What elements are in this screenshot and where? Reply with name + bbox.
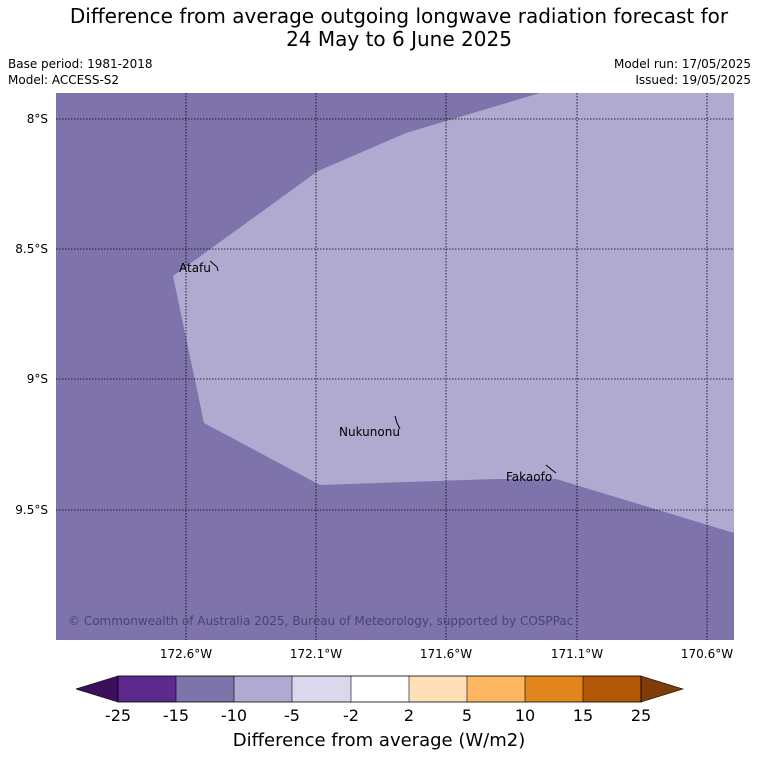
colorbar-swatch-m25-m15: [118, 676, 176, 702]
lon-label-171-6w: 171.6°W: [419, 647, 473, 661]
title-line-1: Difference from average outgoing longwav…: [69, 4, 729, 28]
colorbar-tick-m25: -25: [104, 706, 132, 725]
title-line-2: 24 May to 6 June 2025: [286, 27, 512, 51]
colorbar-tick-2: 2: [403, 706, 415, 725]
place-label-fakaofo: Fakaofo: [506, 470, 553, 484]
issued-date: Issued: 19/05/2025: [635, 73, 751, 87]
island-outlines: [209, 260, 557, 474]
lat-label-8-5s: 8.5°S: [15, 242, 48, 256]
colorbar-frame: [117, 675, 642, 703]
place-label-nukunonu: Nukunonu: [339, 425, 400, 439]
colorbar-swatch-2-5: [409, 676, 467, 702]
colorbar-title: Difference from average (W/m2): [232, 730, 526, 751]
colorbar-swatch-m5-m2: [292, 676, 351, 702]
base-period: Base period: 1981-2018: [8, 57, 153, 71]
lon-label-170-6w: 170.6°W: [680, 647, 734, 661]
colorbar-under-arrow: [74, 675, 119, 703]
colorbar-swatch-15-25: [583, 676, 641, 702]
copyright-notice: © Commonwealth of Australia 2025, Bureau…: [68, 614, 574, 628]
colorbar-svg: [74, 675, 685, 703]
colorbar-tick-5: 5: [461, 706, 473, 725]
colorbar-tick-25: 25: [630, 706, 652, 725]
chart-title: Difference from average outgoing longwav…: [0, 5, 758, 51]
meta-right: Model run: 17/05/2025 Issued: 19/05/2025: [614, 56, 751, 88]
colorbar-tick-15: 15: [572, 706, 594, 725]
lon-label-171-1w: 171.1°W: [550, 647, 604, 661]
meta-left: Base period: 1981-2018 Model: ACCESS-S2: [8, 56, 153, 88]
colorbar-tick-m5: -5: [284, 706, 300, 725]
colorbar-tick-m15: -15: [162, 706, 190, 725]
colorbar-tick-m2: -2: [343, 706, 359, 725]
map-svg: [56, 93, 734, 640]
colorbar-dividers: [175, 676, 584, 702]
colorbar-swatch-m10-m5: [234, 676, 292, 702]
colorbar-swatch-10-15: [525, 676, 583, 702]
nukunonu-island: [394, 415, 401, 430]
colorbar-swatch-5-10: [467, 676, 525, 702]
place-label-atafu: Atafu: [179, 261, 211, 275]
colorbar-over-arrow: [640, 675, 685, 703]
graticule: [56, 93, 734, 640]
lon-label-172-6w: 172.6°W: [159, 647, 213, 661]
atafu-island: [209, 260, 219, 272]
model-run: Model run: 17/05/2025: [613, 57, 751, 71]
model-name: Model: ACCESS-S2: [8, 73, 120, 87]
map-area: [56, 93, 734, 640]
colorbar: [74, 675, 685, 709]
lat-label-9-5s: 9.5°S: [15, 503, 48, 517]
anomaly-band-minus10-minus5: [173, 93, 734, 533]
lat-label-8s: 8°S: [26, 112, 48, 126]
colorbar-tick-10: 10: [514, 706, 536, 725]
lon-label-172-1w: 172.1°W: [289, 647, 343, 661]
colorbar-swatch-m15-m10: [176, 676, 234, 702]
fakaofo-island: [545, 464, 557, 474]
colorbar-swatch-m2-2: [351, 676, 409, 702]
colorbar-tick-m10: -10: [220, 706, 248, 725]
lat-label-9s: 9°S: [26, 372, 48, 386]
